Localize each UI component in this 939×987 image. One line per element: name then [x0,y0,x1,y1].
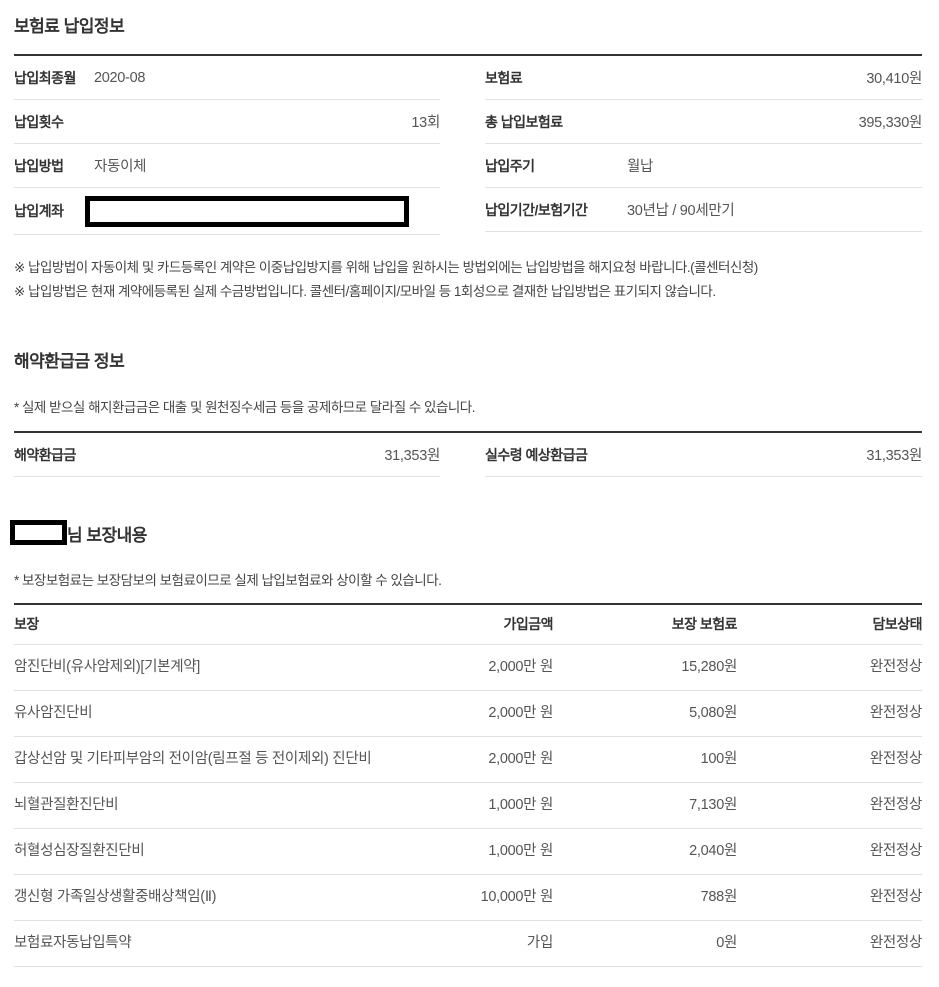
coverage-premium: 2,040원 [553,828,737,875]
insured-amount: 2,000만 원 [454,736,553,783]
coverage-status: 완전정상 [737,920,922,967]
total-paid-premium-label: 총 납입보험료 [485,113,563,130]
coverage-premium: 0원 [553,920,737,967]
refund-note: * 실제 받으실 해지환급금은 대출 및 원천징수세금 등을 공제하므로 달라질… [14,400,475,415]
coverage-status: 완전정상 [737,644,922,691]
header-coverage-status: 담보상태 [737,603,923,645]
coverage-status: 완전정상 [737,782,922,829]
coverage-premium: 5,080원 [553,690,737,737]
row-total-paid-premium: 총 납입보험료 395,330원 [485,100,922,144]
coverage-header-row: 보장 가입금액 보장 보험료 담보상태 [14,603,923,645]
row-expected-refund: 실수령 예상환급금 31,353원 [485,433,922,477]
table-row: 갱신형 가족일상생활중배상책임(Ⅱ) 10,000만 원 788원 완전정상 [14,874,922,921]
payment-term-label: 납입기간/보험기간 [485,201,588,218]
refund-right-column: 실수령 예상환급금 31,353원 [485,433,922,477]
insured-amount: 2,000만 원 [454,690,553,737]
account-redaction-box [85,195,409,227]
coverage-premium: 15,280원 [553,644,737,691]
payment-account-label: 납입계좌 [14,203,64,219]
coverage-premium: 788원 [553,874,737,921]
coverage-name: 보험료자동납입특약 [14,920,454,967]
coverage-premium: 100원 [553,736,737,783]
payment-info-right-column: 보험료 30,410원 총 납입보험료 395,330원 납입주기 월납 납입기… [485,56,922,235]
table-row: 뇌혈관질환진단비 1,000만 원 7,130원 완전정상 [14,782,922,829]
header-coverage: 보장 [14,603,454,645]
row-payment-term: 납입기간/보험기간 30년납 / 90세만기 [485,188,922,232]
header-insured-amount: 가입금액 [454,603,554,645]
payment-notes: ※ 납입방법이 자동이체 및 카드등록인 계약은 이중납입방지를 위해 납입을 … [14,256,922,304]
payment-method-value: 자동이체 [94,159,147,175]
coverage-table: 보장 가입금액 보장 보험료 담보상태 암진단비(유사암제외)[기본계약] 2,… [14,603,923,967]
payment-note-2: ※ 납입방법은 현재 계약에등록된 실제 수금방법입니다. 콜센터/홈페이지/모… [14,284,716,299]
expected-refund-label: 실수령 예상환급금 [485,446,588,463]
payment-cycle-value: 월납 [627,159,654,175]
insured-amount: 10,000만 원 [454,874,553,921]
coverage-status: 완전정상 [737,736,922,783]
row-payment-count: 납입횟수 13회 [14,100,440,144]
header-coverage-premium: 보장 보험료 [553,603,738,645]
table-row: 허혈성심장질환진단비 1,000만 원 2,040원 완전정상 [14,828,922,875]
coverage-title: 님 보장내용 [10,520,922,546]
payment-account-value [85,195,440,227]
payment-info-left-column: 납입최종월 2020-08 납입횟수 13회 납입방법 자동이체 납입계좌 [14,56,440,235]
coverage-name: 허혈성심장질환진단비 [14,828,454,875]
last-paid-month-label: 납입최종월 [14,69,76,86]
payment-count-value: 13회 [411,115,440,131]
coverage-name: 유사암진단비 [14,690,454,737]
insured-amount: 1,000만 원 [454,828,553,875]
payment-info-grid: 납입최종월 2020-08 납입횟수 13회 납입방법 자동이체 납입계좌 보험… [14,54,922,235]
coverage-status: 완전정상 [737,874,922,921]
refund-grid: 해약환급금 31,353원 실수령 예상환급금 31,353원 [14,431,922,477]
surrender-value-amount: 31,353원 [384,448,440,464]
payment-count-label: 납입횟수 [14,113,64,130]
coverage-name: 뇌혈관질환진단비 [14,782,454,829]
payment-term-value: 30년납 / 90세만기 [627,203,735,219]
row-payment-cycle: 납입주기 월납 [485,144,922,188]
premium-label: 보험료 [485,69,523,86]
last-paid-month-value: 2020-08 [94,69,146,86]
row-payment-account: 납입계좌 [14,188,440,235]
insured-amount: 1,000만 원 [454,782,553,829]
surrender-value-label: 해약환급금 [14,446,76,463]
table-row: 암진단비(유사암제외)[기본계약] 2,000만 원 15,280원 완전정상 [14,644,922,691]
row-surrender-value: 해약환급금 31,353원 [14,433,440,477]
coverage-status: 완전정상 [737,690,922,737]
coverage-premium: 7,130원 [553,782,737,829]
coverage-title-text: 님 보장내용 [67,526,147,545]
expected-refund-amount: 31,353원 [866,448,922,464]
coverage-note: * 보장보험료는 보장담보의 보험료이므로 실제 납입보험료와 상이할 수 있습… [14,573,442,588]
payment-cycle-label: 납입주기 [485,157,535,174]
payment-note-1: ※ 납입방법이 자동이체 및 카드등록인 계약은 이중납입방지를 위해 납입을 … [14,260,758,275]
table-row: 갑상선암 및 기타피부암의 전이암(림프절 등 전이제외) 진단비 2,000만… [14,736,922,783]
row-payment-method: 납입방법 자동이체 [14,144,440,188]
coverage-name: 암진단비(유사암제외)[기본계약] [14,644,454,691]
total-paid-premium-value: 395,330원 [858,115,923,131]
row-premium: 보험료 30,410원 [485,56,922,100]
refund-info-title: 해약환급금 정보 [14,352,125,371]
table-row: 유사암진단비 2,000만 원 5,080원 완전정상 [14,690,922,737]
insured-amount: 가입 [454,920,553,967]
table-row: 보험료자동납입특약 가입 0원 완전정상 [14,920,922,967]
insured-amount: 2,000만 원 [454,644,553,691]
premium-value: 30,410원 [866,71,922,87]
coverage-name: 갑상선암 및 기타피부암의 전이암(림프절 등 전이제외) 진단비 [14,736,454,783]
payment-method-label: 납입방법 [14,157,64,174]
payment-info-title: 보험료 납입정보 [14,17,125,36]
refund-left-column: 해약환급금 31,353원 [14,433,440,477]
coverage-name: 갱신형 가족일상생활중배상책임(Ⅱ) [14,874,454,921]
coverage-status: 완전정상 [737,828,922,875]
row-last-paid-month: 납입최종월 2020-08 [14,56,440,100]
name-redaction-box [10,520,67,545]
